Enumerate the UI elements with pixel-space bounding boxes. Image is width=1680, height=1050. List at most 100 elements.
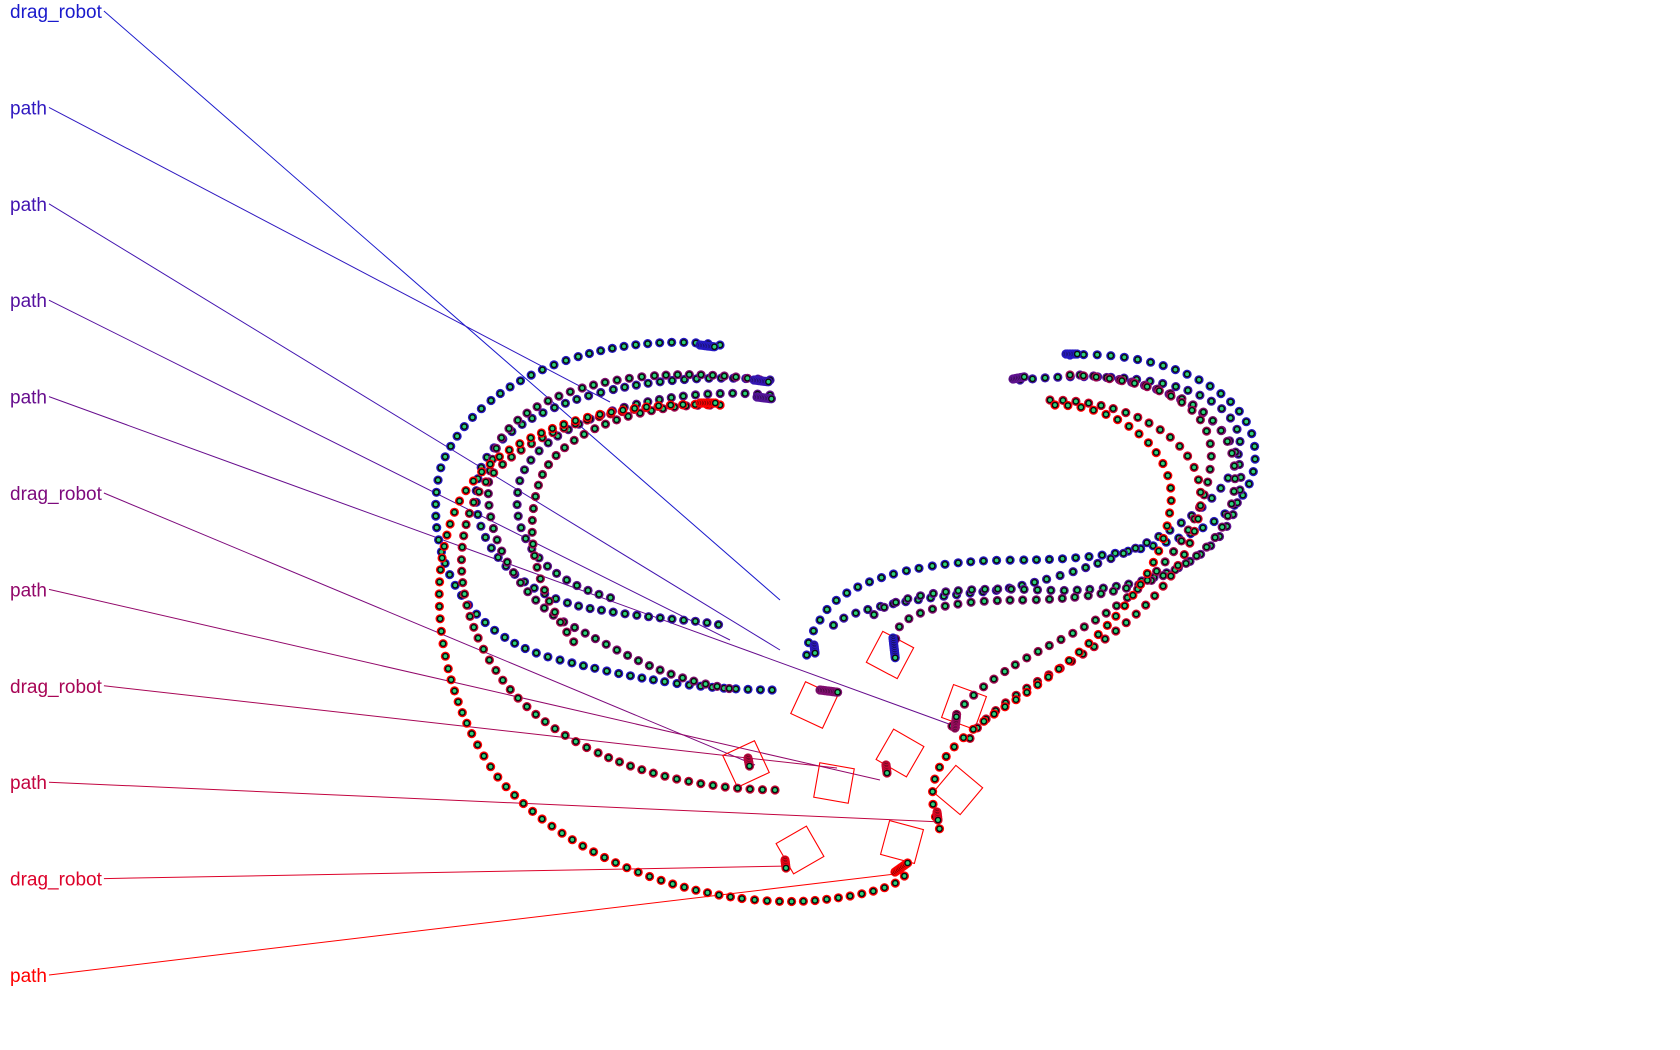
label-path: path: [10, 98, 47, 119]
trajectory-point: [1237, 409, 1242, 414]
trajectory-point: [1198, 417, 1203, 422]
trajectory-point: [565, 601, 570, 605]
trajectory-point: [961, 735, 966, 740]
trajectory-point: [1186, 528, 1191, 532]
trajectory-point: [1198, 393, 1202, 398]
trajectory-point: [1161, 573, 1166, 578]
trajectory-point: [646, 614, 651, 619]
trajectory-point: [983, 587, 987, 592]
leader-line: [103, 10, 781, 601]
trajectory-point: [585, 415, 590, 420]
trajectory-point: [592, 426, 597, 431]
trajectory-point: [584, 745, 589, 750]
trajectory-point: [570, 661, 574, 665]
trajectory-point: [586, 588, 590, 593]
trajectory-point: [699, 372, 703, 377]
trajectory-point: [1096, 632, 1101, 637]
trajectory-point: [1133, 546, 1138, 551]
trajectory-point: [515, 490, 520, 495]
trajectory-point: [971, 693, 976, 698]
trajectory-point: [634, 383, 639, 387]
trajectory-point: [1187, 541, 1192, 545]
trajectory-point: [437, 580, 442, 584]
trajectory-point: [554, 571, 559, 576]
trajectory-point: [542, 606, 547, 610]
trajectory-point: [438, 616, 442, 621]
trajectory-point: [562, 445, 567, 450]
trajectory-point: [507, 448, 512, 452]
trajectory-point: [640, 676, 644, 680]
trajectory-point: [465, 603, 469, 608]
trajectory-point: [1053, 403, 1057, 407]
trajectory-point: [818, 618, 822, 622]
trajectory-point: [747, 764, 752, 768]
trajectory-point: [918, 593, 923, 598]
trajectory-point: [943, 590, 948, 594]
trajectory-point: [995, 587, 1000, 591]
trajectory-point: [982, 599, 987, 604]
trajectory-point: [564, 358, 568, 363]
trajectory-point: [598, 348, 603, 353]
trajectory-point: [930, 607, 935, 611]
trajectory-point: [1208, 441, 1213, 446]
trajectory-point: [1163, 560, 1167, 564]
label-drag-robot: drag_robot: [10, 2, 103, 23]
trajectory-point: [608, 595, 613, 600]
trajectory-point: [885, 771, 889, 775]
trajectory-point: [494, 446, 499, 451]
trajectory-point: [517, 478, 522, 483]
trajectory-point: [1171, 549, 1176, 554]
trajectory-point: [531, 542, 535, 546]
trajectory-point: [436, 538, 441, 542]
trajectory-point: [1148, 379, 1152, 384]
trajectory-point: [1209, 496, 1214, 501]
trajectory-point: [1138, 582, 1143, 587]
trajectory-point: [471, 479, 476, 483]
trajectory-point: [937, 765, 942, 770]
trajectory-point: [550, 824, 554, 829]
trajectory-point: [952, 745, 957, 749]
trajectory-point: [534, 651, 539, 655]
trajectory-point: [956, 588, 961, 593]
trajectory-point: [1167, 511, 1172, 515]
trajectory-point: [651, 771, 656, 775]
trajectory-point: [1225, 514, 1230, 518]
trajectory-point: [509, 455, 514, 459]
trajectory-point: [546, 399, 550, 403]
trajectory-point: [552, 610, 557, 614]
trajectory-point: [433, 514, 438, 518]
trajectory-point: [1179, 521, 1184, 525]
trajectory-point: [1132, 381, 1137, 386]
trajectory-point: [1121, 551, 1126, 556]
trajectory-point: [734, 375, 738, 379]
trajectory-point: [576, 604, 581, 608]
trajectory-point: [1131, 593, 1135, 598]
trajectory-point: [587, 351, 592, 356]
trajectory-point: [485, 455, 489, 460]
trajectory-point: [502, 635, 507, 640]
trajectory-point: [488, 462, 493, 466]
trajectory-point: [981, 559, 986, 563]
trajectory-point: [1182, 552, 1187, 557]
trajectory-point: [1104, 611, 1109, 615]
trajectory-point: [441, 641, 445, 646]
trajectory-point: [1168, 435, 1173, 440]
trajectory-point: [471, 500, 476, 505]
trajectory-point: [611, 387, 616, 392]
trajectory-point: [1044, 577, 1049, 582]
trajectory-point: [560, 831, 564, 836]
trajectory-point: [536, 483, 541, 488]
trajectory-point: [475, 512, 480, 517]
trajectory-point: [1208, 467, 1212, 472]
trajectory-point: [531, 506, 536, 511]
trajectory-point: [995, 598, 1000, 603]
trajectory-point: [1161, 461, 1165, 466]
trajectory-point: [1060, 556, 1065, 561]
trajectory-point: [1190, 408, 1194, 413]
trajectory-point: [460, 710, 465, 715]
trajectory-point: [956, 560, 961, 565]
trajectory-point: [1238, 439, 1242, 444]
trajectory-point: [825, 607, 829, 612]
trajectory-point: [930, 564, 935, 568]
trajectory-point: [1034, 597, 1039, 602]
